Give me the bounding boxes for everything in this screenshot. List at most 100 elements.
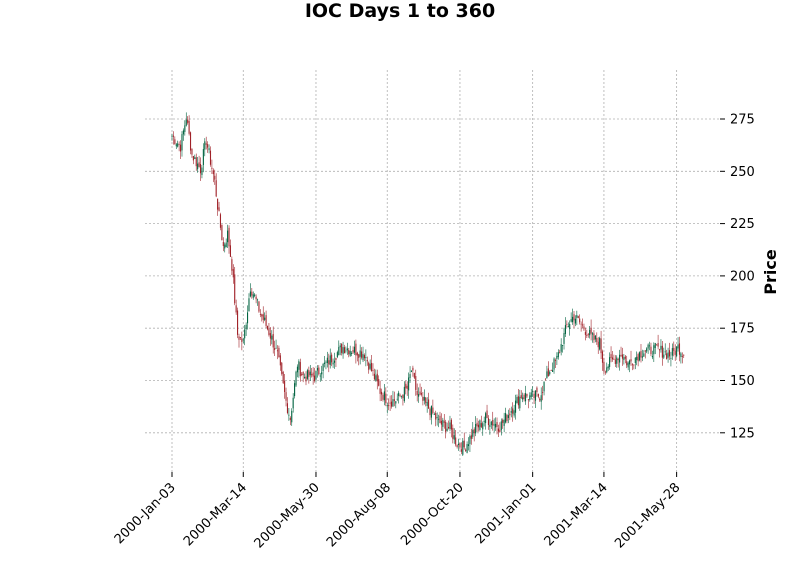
candle-body [302,371,304,376]
candle-body [613,358,615,360]
candle-body [489,424,491,427]
candle-body [543,381,545,392]
candle-body [526,393,528,397]
candle-body [610,354,612,359]
candle-body [244,329,246,339]
candle-body [248,298,250,312]
candle-body [232,269,234,278]
candle-body [217,198,219,210]
candle-body [409,374,411,378]
candle-body [181,134,183,151]
candle-body [332,362,334,365]
candle-body [305,376,307,382]
candle-body [269,333,271,339]
x-axis: 2000-Jan-03 2000-Mar-14 2000-May-30 2000-Au… [112,472,683,551]
candle-body [201,167,203,175]
candle-body [342,347,344,355]
candle-body [278,347,280,358]
candle-body [546,371,548,379]
candle-body [599,337,601,350]
candle-body [419,391,421,395]
candle-body [352,350,354,353]
candle-body [309,371,311,376]
candle-body [341,343,343,353]
candle-body [345,350,347,352]
candle-body [403,386,405,401]
candle-body [321,372,323,375]
candle-body [351,352,353,354]
candle-body [506,414,508,422]
x-tick-label: 2000-Jan-03 [112,480,179,547]
candle-body [262,314,264,320]
candle-body [678,343,681,355]
candle-body [319,375,321,377]
x-tick-label: 2000-Aug-08 [324,480,394,550]
candle-body [202,149,204,165]
candle-body [556,355,558,359]
candle-body [198,162,200,167]
candle-body [442,419,444,427]
candle-body [430,405,432,418]
candle-body [473,429,475,434]
candle-body [520,395,522,398]
candle-body [656,344,658,346]
candle-body [438,418,440,420]
candle-body [373,373,375,380]
candle-body [225,242,227,248]
y-tick-label: 175 [730,322,755,337]
y-tick-label: 200 [730,269,755,284]
y-tick-label: 150 [730,374,755,389]
candle-body [523,394,525,400]
candle-body [284,380,286,392]
candle-body [380,391,383,395]
candle-body [301,373,303,375]
candle-body [212,170,214,175]
candle-body [268,328,270,335]
candle-body [326,357,328,364]
candle-body [496,422,498,427]
candle-body [490,421,492,425]
gridlines [145,70,720,472]
candle-body [249,291,251,297]
candle-body [470,435,472,439]
candle-body [371,362,373,372]
candle-body [299,362,301,377]
candle-body [187,119,189,123]
candle-body [281,362,283,374]
candle-body [339,345,341,348]
candle-body [495,423,497,428]
y-tick-label: 125 [730,426,755,441]
candle-body [661,345,663,358]
candle-body [522,397,524,400]
candle-body [215,180,217,197]
candle-body [276,350,279,352]
candle-body [503,419,505,426]
candle-body [447,426,450,429]
candle-body [415,376,417,390]
chart-title: IOC Days 1 to 360 [305,0,495,22]
candle-body [426,401,428,406]
candle-body [271,335,273,340]
candle-body [325,361,327,363]
candle-body [594,335,596,340]
candle-body [282,372,284,383]
candle-body [396,398,398,400]
candle-body [362,354,364,361]
candle-body [379,388,381,394]
candle-body [429,408,431,416]
candle-body [459,443,461,448]
candle-body [554,359,557,361]
candle-body [298,361,300,370]
candle-body [423,396,425,401]
candle-body [616,357,618,364]
candle-body [477,424,480,428]
candle-body [349,350,351,356]
candle-body [446,428,448,431]
candle-body [343,347,346,354]
candle-body [228,227,230,247]
candle-body [636,356,638,361]
candle-body [398,392,400,396]
candle-body [219,214,222,228]
candle-body [261,314,263,317]
candle-body [386,405,388,407]
